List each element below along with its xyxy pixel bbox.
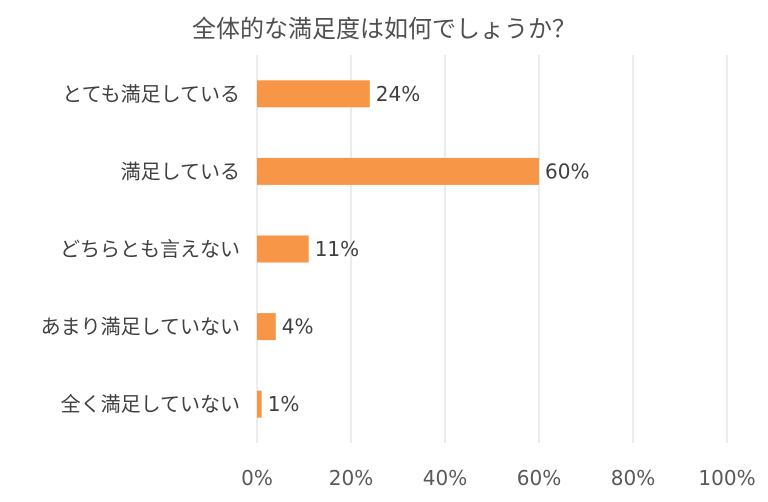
category-label: あまり満足していない	[41, 315, 240, 339]
x-tick-label: 40%	[423, 466, 467, 490]
x-tick-label: 20%	[329, 466, 373, 490]
data-label: 60%	[545, 159, 589, 183]
bar	[257, 157, 539, 185]
category-label: 満足している	[121, 159, 240, 183]
bar	[257, 235, 309, 263]
gridlines	[256, 55, 728, 443]
category-label: とても満足している	[62, 82, 240, 106]
chart-title: 全体的な満足度は如何でしょうか？	[192, 15, 576, 43]
x-tick-label: 100%	[698, 466, 755, 490]
category-labels: とても満足している満足しているどちらとも言えないあまり満足していない全く満足して…	[41, 82, 240, 416]
bar	[257, 80, 370, 108]
bars: 24% 60% 11% 4% 1%	[257, 80, 589, 418]
data-label: 11%	[315, 237, 359, 261]
bar	[257, 313, 276, 341]
category-label: 全く満足していない	[61, 392, 240, 416]
x-tick-label: 60%	[517, 466, 561, 490]
x-tick-label: 0%	[241, 466, 273, 490]
category-label: どちらとも言えない	[60, 237, 240, 261]
data-label: 24%	[376, 82, 420, 106]
bar	[257, 390, 262, 418]
data-label: 4%	[282, 315, 314, 339]
data-label: 1%	[268, 392, 300, 416]
x-tick-label: 80%	[611, 466, 655, 490]
x-axis-tick-labels: 0% 20% 40% 60% 80% 100%	[241, 466, 755, 490]
